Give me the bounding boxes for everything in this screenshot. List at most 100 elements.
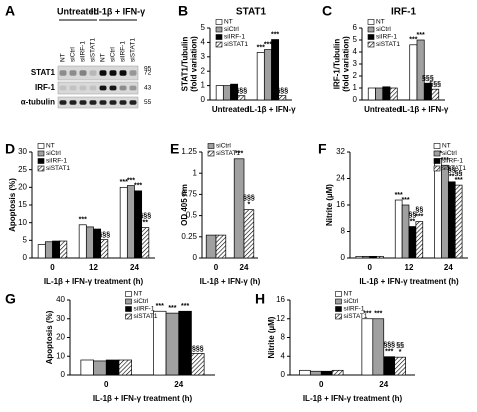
lane-label: siIRF-1 bbox=[120, 41, 127, 62]
x-tick-label: 24 bbox=[130, 263, 139, 272]
bar bbox=[331, 369, 344, 376]
y-tick-label: 0 bbox=[193, 253, 198, 262]
y-tick-label: 25 bbox=[18, 165, 27, 174]
blot-band bbox=[129, 100, 137, 105]
blot-band bbox=[99, 85, 107, 91]
legend-swatch bbox=[215, 19, 223, 25]
legend-swatch bbox=[215, 26, 223, 33]
y-tick-label: 2 bbox=[353, 71, 358, 80]
bar bbox=[237, 95, 246, 101]
legend-label: siIRF-1 bbox=[344, 306, 365, 313]
significance: *** bbox=[134, 183, 142, 190]
y-tick-label: 3 bbox=[201, 52, 206, 61]
bar bbox=[434, 158, 442, 259]
legend-label: siSTAT1 bbox=[442, 165, 466, 172]
blot-band bbox=[79, 70, 87, 76]
chart-title: STAT1 bbox=[236, 7, 267, 18]
bar bbox=[375, 87, 384, 101]
y-tick-label: 0.75 bbox=[181, 190, 197, 199]
bar bbox=[372, 318, 385, 376]
blot-band bbox=[59, 85, 67, 91]
y-tick-label: 2 bbox=[201, 66, 206, 75]
mw-label: 55 bbox=[144, 99, 152, 106]
blot-band bbox=[109, 100, 117, 105]
y-tick-label: 0 bbox=[281, 370, 286, 379]
bar bbox=[256, 52, 265, 101]
significance: *** bbox=[455, 177, 463, 184]
y-tick-label: 1 bbox=[353, 83, 358, 92]
mw-label: 72 bbox=[144, 70, 152, 77]
x-tick-label: 24 bbox=[240, 263, 249, 272]
legend-swatch bbox=[215, 34, 223, 40]
legend-label: siSTAT1 bbox=[224, 41, 248, 48]
bar bbox=[230, 83, 239, 101]
significance: §§ bbox=[455, 170, 463, 177]
bar bbox=[369, 255, 377, 259]
significance: §§§ bbox=[243, 195, 255, 202]
x-tick-label: Untreated bbox=[364, 105, 401, 114]
significance: §§§ bbox=[383, 342, 395, 349]
blot-band bbox=[129, 85, 137, 91]
lane-label: siSTAT1 bbox=[130, 38, 137, 62]
legend-label: siIRF-1 bbox=[134, 306, 155, 313]
bar bbox=[263, 49, 272, 101]
bar bbox=[394, 199, 403, 259]
significance: *** bbox=[235, 151, 243, 158]
bar bbox=[278, 95, 287, 101]
y-axis-label: STAT1/Tubulin bbox=[181, 37, 190, 92]
x-axis-label: IL-1β + IFN-γ treatment (h) bbox=[359, 277, 459, 286]
legend-swatch bbox=[37, 165, 45, 172]
x-axis-label: IL-1β + IFN-γ treatment (h) bbox=[303, 394, 403, 403]
panel-letter: D bbox=[5, 141, 15, 157]
significance: *** bbox=[395, 192, 403, 199]
bar bbox=[93, 360, 107, 376]
bar bbox=[85, 226, 94, 259]
y-tick-label: 15 bbox=[18, 200, 27, 209]
bar bbox=[119, 186, 128, 259]
panel-letter: A bbox=[5, 3, 15, 19]
bar bbox=[153, 310, 167, 376]
y-tick-label: 1.25 bbox=[181, 147, 197, 156]
legend-swatch bbox=[37, 158, 45, 164]
significance: §§§ bbox=[422, 75, 434, 82]
blot-band bbox=[59, 100, 67, 105]
y-tick-label: 40 bbox=[56, 295, 65, 304]
bar bbox=[362, 255, 371, 259]
legend-swatch bbox=[207, 150, 215, 157]
significance: *** bbox=[271, 31, 279, 38]
blot-band bbox=[129, 70, 137, 76]
blot-strip bbox=[57, 81, 139, 95]
y-tick-label: 24 bbox=[336, 174, 345, 183]
bar bbox=[271, 39, 280, 101]
significance: * bbox=[399, 349, 402, 356]
legend-swatch bbox=[367, 19, 375, 25]
row-label: α-tubulin bbox=[21, 98, 55, 107]
bar bbox=[80, 359, 94, 376]
row-label: IRF-1 bbox=[35, 83, 56, 92]
y-axis-label: Apoptosis (%) bbox=[45, 310, 54, 364]
bar bbox=[361, 318, 374, 376]
significance: §§§ bbox=[276, 88, 288, 95]
legend-swatch bbox=[37, 143, 45, 149]
y-tick-label: 16 bbox=[276, 295, 285, 304]
significance: §§§ bbox=[139, 212, 151, 219]
bar bbox=[134, 190, 143, 259]
blot-band bbox=[69, 70, 77, 76]
bar bbox=[367, 87, 376, 101]
significance: ** bbox=[449, 174, 455, 181]
bar bbox=[191, 353, 205, 376]
legend-swatch bbox=[125, 298, 132, 305]
legend-label: siCtrl bbox=[376, 26, 391, 33]
significance: §§§ bbox=[235, 88, 247, 95]
significance: *** bbox=[127, 177, 135, 184]
significance: *** bbox=[401, 197, 409, 204]
legend-label: siIRF-1 bbox=[376, 34, 397, 41]
legend-label: siCtrl bbox=[216, 143, 231, 150]
mw-label: 95 bbox=[144, 66, 152, 73]
panel-letter: C bbox=[322, 3, 332, 19]
group-label: Untreated bbox=[57, 6, 99, 16]
legend-swatch bbox=[335, 306, 342, 312]
blot-band bbox=[89, 85, 97, 91]
lane-label: NT bbox=[60, 53, 67, 62]
